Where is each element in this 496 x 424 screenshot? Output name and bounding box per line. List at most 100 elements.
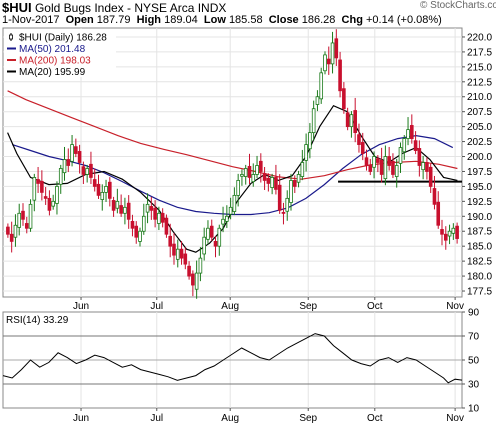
legend-background	[4, 29, 116, 77]
candle-body	[100, 191, 105, 200]
candle-body	[304, 144, 308, 161]
price-tick-label: 212.5	[467, 77, 492, 88]
candle-body	[28, 203, 33, 229]
candle-body	[425, 162, 429, 172]
candle-body	[247, 165, 252, 178]
candle-body	[311, 108, 316, 134]
candle-body	[130, 220, 135, 229]
candle-body	[432, 188, 437, 205]
high-label: High	[136, 14, 162, 26]
legend-label: MA(200) 198.03	[19, 56, 91, 67]
candle-body	[240, 174, 244, 177]
candle-body	[274, 177, 278, 190]
rsi-month-tick-label: Aug	[221, 413, 239, 424]
candle-body	[138, 230, 142, 242]
ohlc-summary: 1-Nov-2017 Open 187.79 High 189.04 Low 1…	[2, 14, 442, 26]
candle-body	[421, 162, 425, 171]
month-tick-label: Nov	[446, 301, 464, 312]
rsi-line	[2, 333, 463, 384]
price-tick-label: 192.5	[467, 197, 492, 208]
candle-body	[55, 186, 59, 204]
close-value: 186.28	[301, 14, 336, 26]
candle-body	[66, 159, 71, 166]
candle-body	[391, 160, 395, 175]
candle-body	[387, 156, 391, 166]
candle-body	[315, 96, 320, 105]
price-tick-label: 190.0	[467, 212, 492, 223]
candle-body	[451, 227, 456, 234]
month-tick-label: Sep	[299, 301, 317, 312]
symbol: $HUI	[2, 0, 32, 15]
candle-body	[443, 233, 448, 241]
candle-body	[92, 179, 97, 187]
candle-body	[74, 146, 78, 154]
candle-body	[255, 165, 259, 175]
candle-body	[134, 225, 139, 238]
ma-line-ma50	[12, 134, 454, 216]
candle-body	[440, 229, 444, 235]
candle-body	[194, 272, 199, 290]
candle-body	[217, 227, 222, 247]
index-name: Gold Bugs Index - NYSE Arca INDX	[34, 1, 227, 15]
candle-body	[32, 177, 37, 201]
candle-body	[21, 210, 25, 220]
candle-body	[62, 159, 67, 174]
candle-body	[58, 168, 63, 185]
candle-body	[81, 166, 86, 175]
candle-body	[326, 58, 331, 65]
candle-body	[308, 132, 312, 150]
rsi-month-tick-label: Nov	[446, 413, 464, 424]
low-label: Low	[203, 14, 226, 26]
candle-body	[296, 174, 301, 183]
candle-body	[179, 248, 184, 259]
candle-body	[115, 200, 120, 209]
legend-label: MA(20) 195.99	[19, 67, 86, 78]
candle-body	[164, 217, 169, 235]
candle-body	[202, 236, 206, 255]
price-tick-label: 215.0	[467, 62, 492, 73]
candle-body	[206, 227, 210, 240]
candle-body	[141, 215, 146, 232]
candle-body	[119, 205, 123, 214]
price-tick-label: 200.0	[467, 152, 492, 163]
candle-body	[111, 200, 116, 211]
candle-body	[417, 148, 422, 166]
candle-body	[85, 168, 89, 175]
price-tick-label: 177.5	[467, 287, 492, 298]
rsi-month-tick-label: Jun	[73, 413, 89, 424]
rsi-tick-label: 30	[468, 380, 480, 391]
candle-body	[183, 253, 188, 265]
candle-body	[262, 173, 267, 181]
price-tick-label: 210.0	[467, 92, 492, 103]
candle-body	[364, 157, 369, 166]
candle-body	[270, 177, 274, 189]
candle-body	[455, 225, 459, 239]
price-tick-label: 217.5	[467, 47, 492, 58]
candle-body	[123, 206, 127, 214]
rsi-tick-label: 70	[468, 332, 480, 343]
candle-body	[259, 160, 263, 172]
candle-body	[221, 218, 225, 225]
candle-body	[383, 156, 388, 180]
candle-body	[398, 147, 403, 164]
rsi-month-tick-label: Sep	[299, 413, 317, 424]
candle-body	[372, 156, 376, 168]
candle-body	[191, 273, 195, 286]
rsi-tick-label: 50	[468, 356, 480, 367]
price-tick-label: 180.0	[467, 272, 492, 283]
candle-body	[300, 162, 305, 177]
candle-body	[236, 180, 240, 196]
chg-value: +0.14 (+0.08%)	[365, 14, 442, 26]
candle-body	[43, 196, 48, 199]
candle-body	[47, 197, 52, 211]
candle-body	[277, 184, 282, 211]
candle-body	[285, 197, 290, 212]
candle-body	[368, 165, 373, 172]
candle-body	[225, 215, 229, 222]
price-tick-label: 185.0	[467, 242, 492, 253]
candle-body	[160, 212, 165, 223]
candle-body	[9, 233, 14, 242]
candle-body	[70, 144, 74, 162]
